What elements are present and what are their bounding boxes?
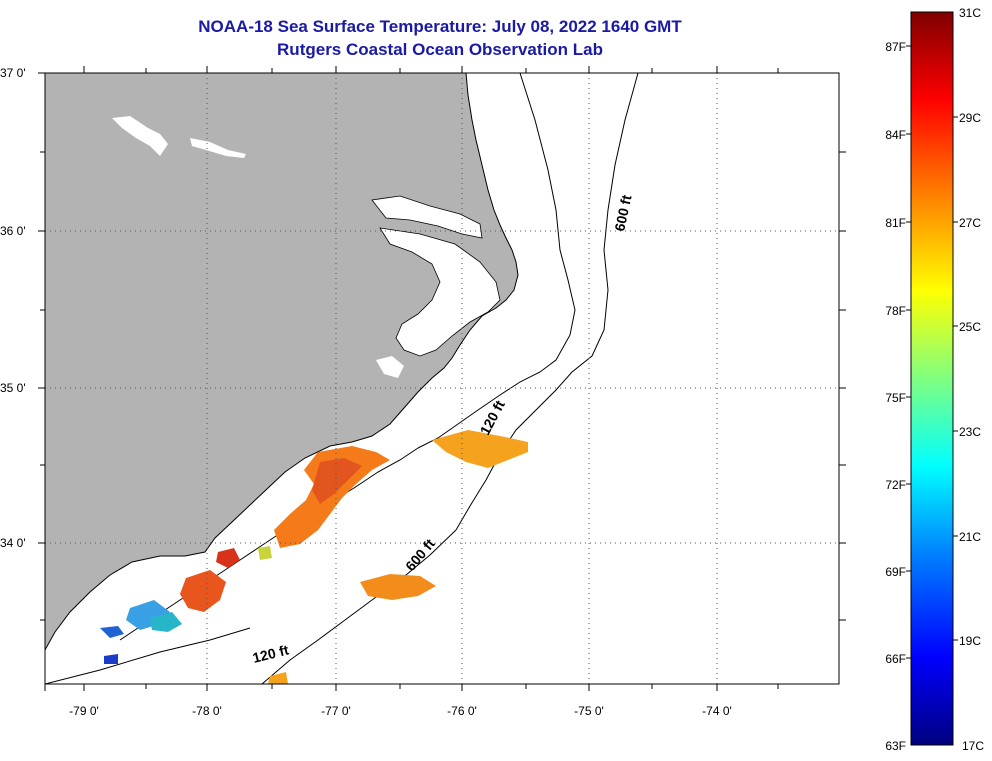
lon-label-74: -74 0' [702,704,732,718]
lon-label-77: -77 0' [321,704,351,718]
cb-f-78: 78F [885,304,906,318]
graticule [45,73,839,684]
sst-patch-long-bay [180,570,226,612]
lon-label-75: -75 0' [574,704,604,718]
lat-label-35: 35 0' [0,381,26,395]
isobath-label-120ft-south: 120 ft [251,641,291,665]
sst-patch-cool-4 [104,654,118,664]
isobath-label-120ft-north: 120 ft [477,397,508,437]
sst-patch-cool-2 [150,612,182,632]
pamlico-sound [379,227,501,357]
lat-label-34: 34 0' [0,536,26,550]
colorbar-ticks [906,45,958,659]
sst-patch-onslow [274,446,390,548]
isobath-120ft-north [417,73,576,449]
cb-f-87: 87F [885,40,906,54]
land-mass [45,73,519,652]
cb-c-21: 21C [959,530,981,544]
isobath-600ft-north [455,73,639,531]
sst-patch-hatteras [432,430,528,468]
sst-patch-cape-fear [216,548,240,568]
cb-f-72: 72F [885,478,906,492]
cb-c-19: 19C [959,634,981,648]
cb-c-29: 29C [959,111,981,125]
sst-patch-south-edge [268,672,288,684]
tick-marks [38,66,846,691]
sst-patch-cool-3 [100,626,124,638]
cb-f-66: 66F [885,652,906,666]
sst-patch-onslow-core [312,458,362,504]
cb-c-31: 31C [959,6,981,20]
cb-f-69: 69F [885,565,906,579]
map-title: NOAA-18 Sea Surface Temperature: July 08… [198,17,682,36]
inland-river [376,356,404,378]
map-subtitle: Rutgers Coastal Ocean Observation Lab [277,40,603,59]
isobath-120ft-offshore [45,627,251,684]
sst-patch-lookout [360,574,436,600]
cb-f-81: 81F [885,216,906,230]
lon-label-78: -78 0' [192,704,222,718]
isobath-label-600ft-south: 600 ft [402,535,438,574]
lon-label-79: -79 0' [69,704,99,718]
cb-f-63: 63F [885,739,906,753]
sst-patch-mild [258,546,272,560]
lon-label-76: -76 0' [447,704,477,718]
cb-c-27: 27C [959,216,981,230]
lat-label-37: 37 0' [0,66,26,80]
cb-c-23: 23C [959,425,981,439]
colorbar [910,11,954,746]
cb-f-84: 84F [885,128,906,142]
inland-lake-1 [112,116,168,156]
cb-f-75: 75F [885,391,906,405]
isobath-600ft-south [261,529,457,684]
isobath-label-600ft-north: 600 ft [611,193,634,232]
inland-lake-2 [190,138,246,158]
lat-label-36: 36 0' [0,224,26,238]
cb-c-25: 25C [959,320,981,334]
cb-c-17: 17C [962,739,984,753]
albemarle-sound [371,195,483,239]
